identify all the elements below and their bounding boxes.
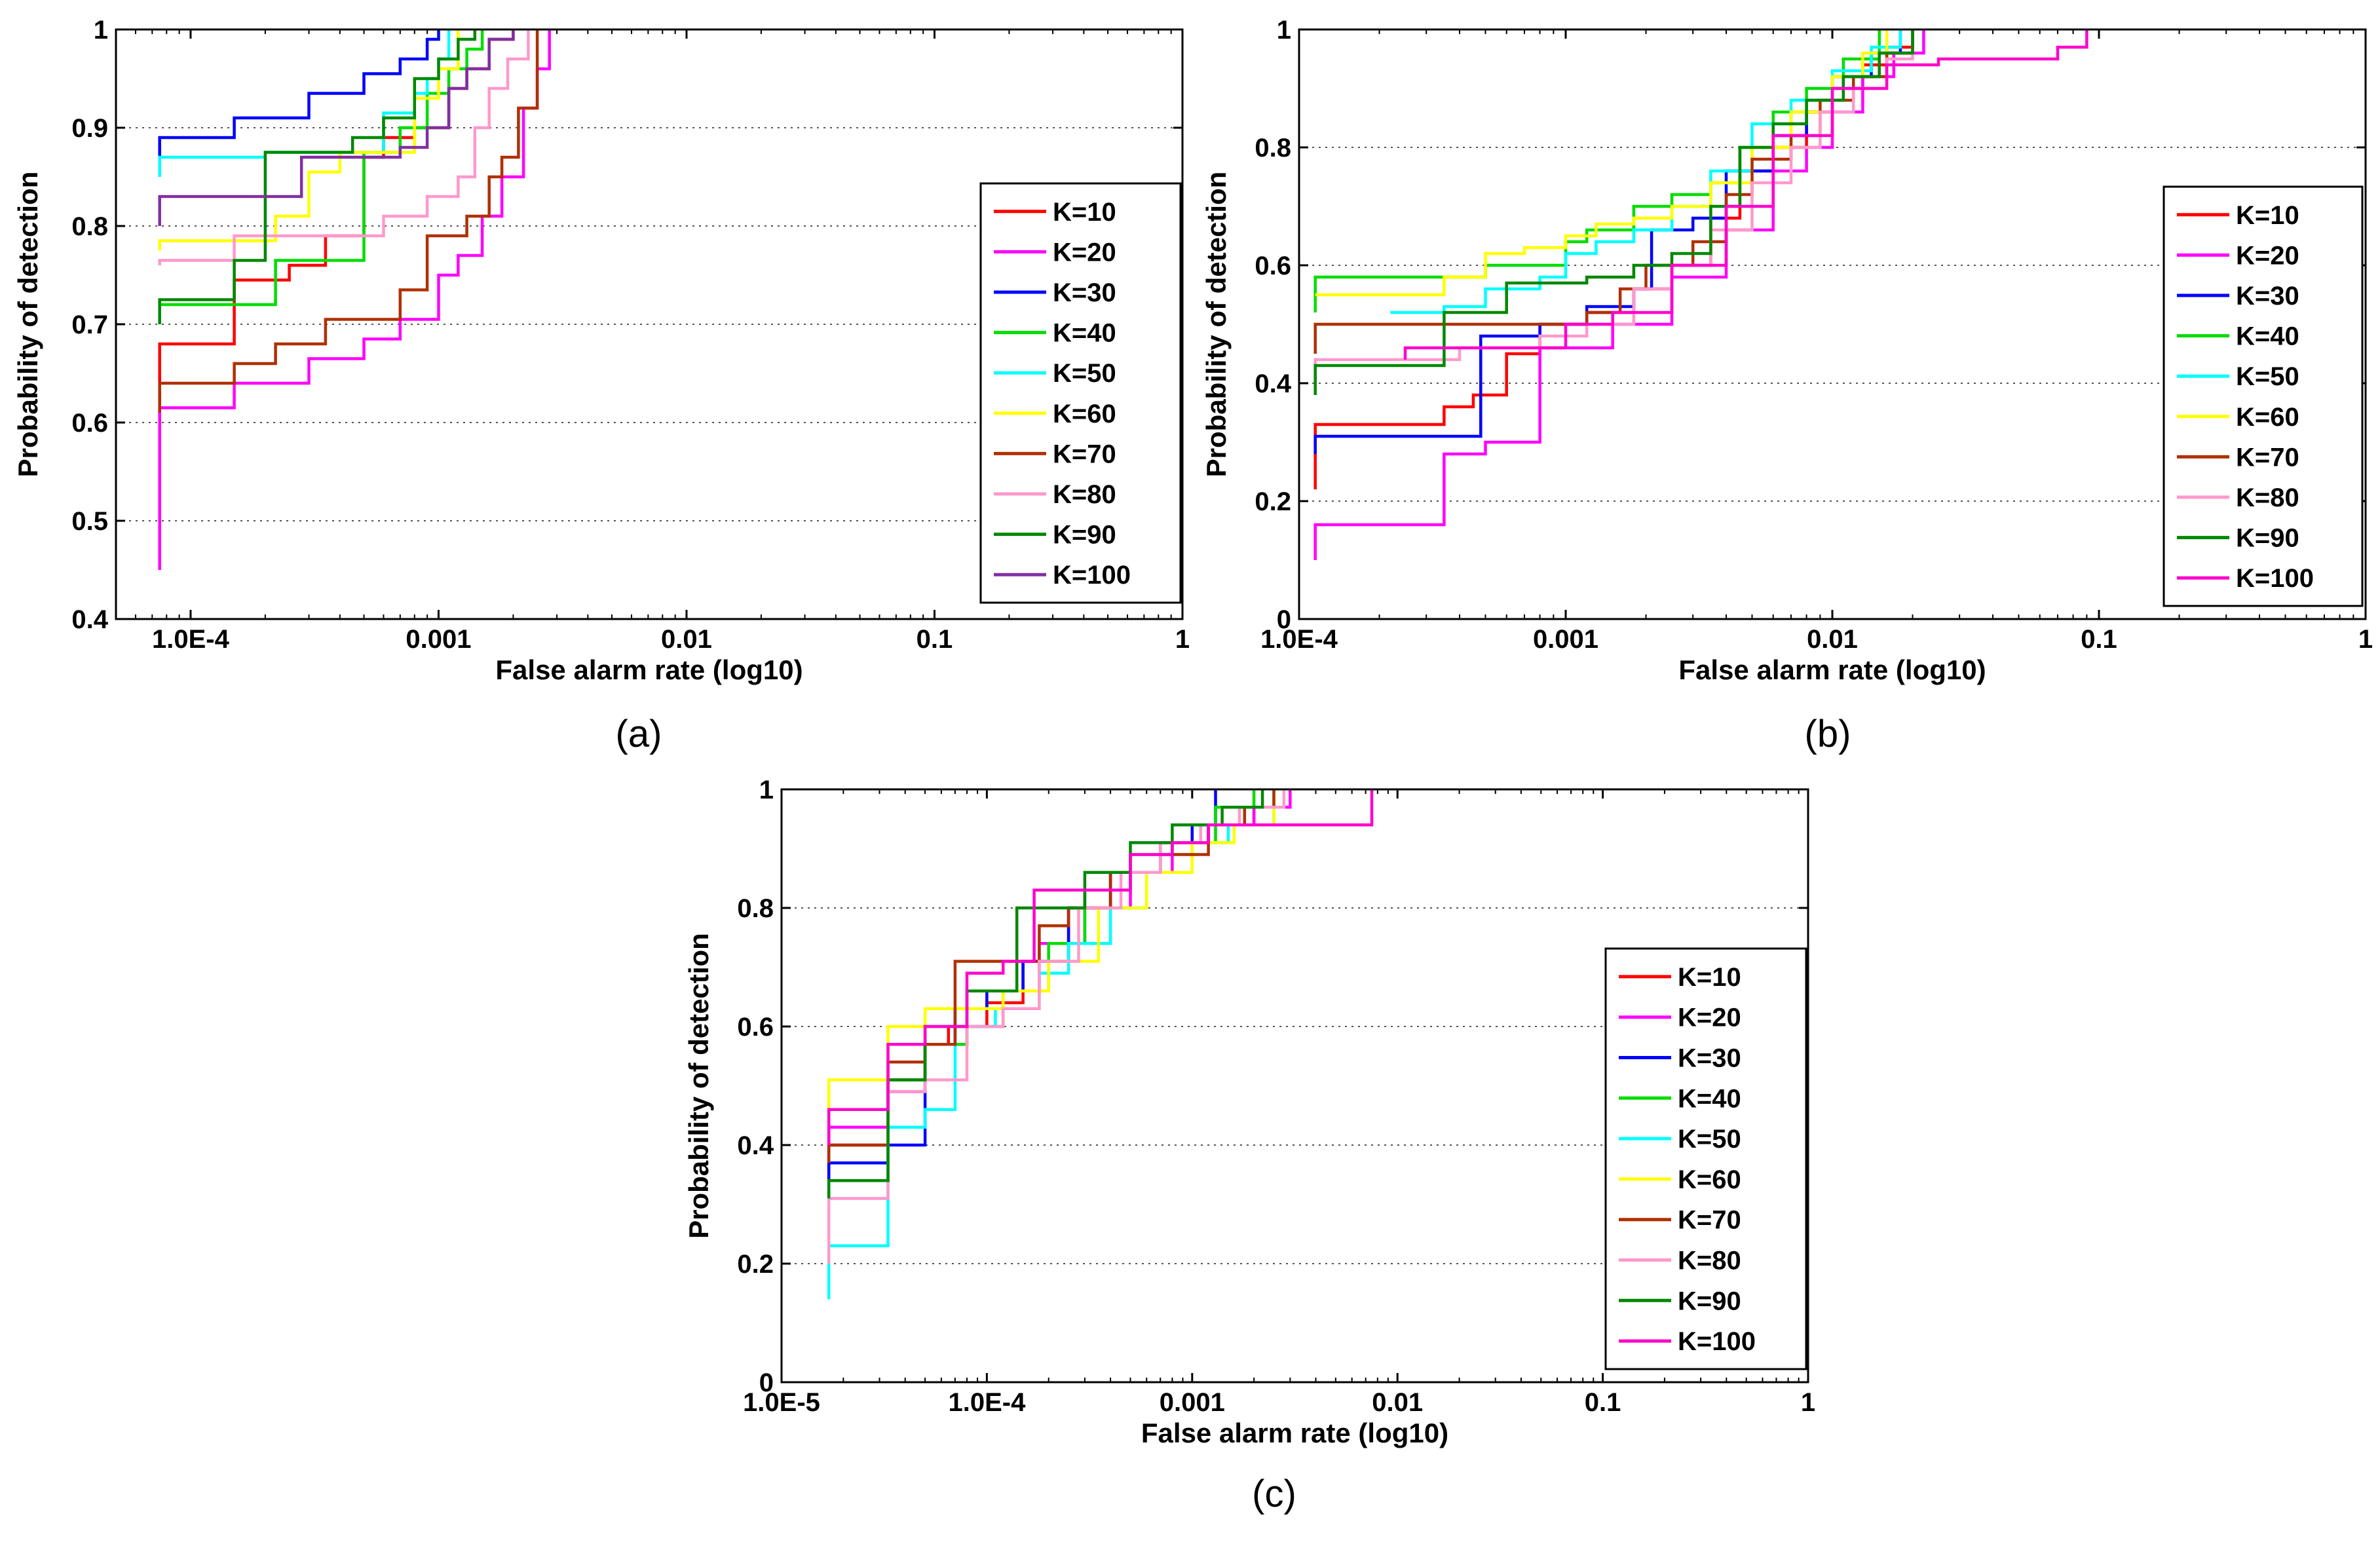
chart-b-ytick-label: 0 xyxy=(1277,605,1291,634)
chart-b-xtick-label: 1 xyxy=(2358,625,2373,654)
chart-a-ytick-label: 0.6 xyxy=(71,409,108,438)
chart-a-legend-label: K=20 xyxy=(1053,238,1116,267)
chart-c-legend-label: K=30 xyxy=(1678,1044,1741,1073)
chart-b-legend-label: K=100 xyxy=(2236,564,2314,593)
chart-a-xtick-label: 1 xyxy=(1175,625,1190,654)
chart-b-xtick-label: 0.01 xyxy=(1807,625,1858,654)
chart-b-legend-label: K=10 xyxy=(2236,201,2299,230)
chart-a-series-k90 xyxy=(158,29,477,324)
chart-b-xtick-label: 0.001 xyxy=(1533,625,1598,654)
chart-b-ytick-label: 0.8 xyxy=(1255,134,1291,162)
chart-a-legend: K=10 K=20 K=30 K=40 K=50 K=60 K=70 K=80 K=90 K=10… xyxy=(979,182,1182,604)
chart-b-legend-label: K=80 xyxy=(2236,483,2299,512)
chart-a-legend-label: K=50 xyxy=(1053,359,1116,388)
chart-a-legend-label: K=60 xyxy=(1053,400,1116,428)
chart-a-axes-box xyxy=(115,28,1184,620)
chart-c-ytick-label: 1 xyxy=(759,776,774,804)
chart-c-xtick-label: 0.1 xyxy=(1585,1388,1621,1417)
chart-a-legend-label: K=40 xyxy=(1053,319,1116,348)
chart-c-xtick-label: 1.0E-5 xyxy=(743,1388,820,1417)
chart-a-ytick-label: 0.8 xyxy=(71,212,108,241)
chart-c-legend-label: K=70 xyxy=(1678,1206,1741,1235)
chart-b-legend-label: K=70 xyxy=(2236,443,2299,472)
chart-a-series-k70 xyxy=(158,29,539,413)
chart-a: 0.4 0.5 0.6 0.7 0.8 0.9 1 1.0E-4 0.001 0.01 0.1 1 Fa… xyxy=(12,16,1190,755)
chart-c-ytick-label: 0.6 xyxy=(737,1013,774,1042)
chart-c-legend-label: K=90 xyxy=(1678,1287,1741,1315)
chart-a-legend-label: K=10 xyxy=(1053,198,1116,227)
chart-b-axes-box xyxy=(1298,28,2367,620)
chart-b-xtick-label: 1.0E-4 xyxy=(1260,625,1338,654)
chart-c-xtick-label: 0.01 xyxy=(1372,1388,1423,1417)
chart-c-legend-label: K=60 xyxy=(1678,1165,1741,1194)
chart-a-ytick-label: 0.4 xyxy=(71,605,108,634)
chart-c-xlabel: False alarm rate (log10) xyxy=(1141,1418,1448,1448)
chart-a-legend-label: K=70 xyxy=(1053,440,1116,468)
chart-a-legend-label: K=100 xyxy=(1053,561,1131,590)
chart-b: 0 0.2 0.4 0.6 0.8 1 1.0E-4 0.001 0.01 0.1 1 False a… xyxy=(1201,16,2373,755)
chart-a-ytick-label: 0.9 xyxy=(71,114,108,143)
chart-b-ytick-label: 0.2 xyxy=(1255,487,1291,516)
chart-c-legend-label: K=100 xyxy=(1678,1327,1756,1356)
chart-b-legend-label: K=20 xyxy=(2236,241,2299,270)
chart-b-legend: K=10 K=20 K=30 K=40 K=50 K=60 K=70 K=80 K=90 K=10… xyxy=(2163,185,2364,607)
chart-b-legend-label: K=90 xyxy=(2236,524,2299,553)
chart-c-legend-label: K=10 xyxy=(1678,963,1741,992)
chart-c-series-k90 xyxy=(827,789,1264,1199)
chart-c-ytick-label: 0 xyxy=(759,1368,774,1397)
chart-b-ylabel: Probability of detection xyxy=(1201,172,1232,478)
chart-c-legend-label: K=80 xyxy=(1678,1247,1741,1275)
chart-b-series-k100 xyxy=(1403,29,2088,360)
chart-c-xtick-label: 1 xyxy=(1801,1388,1815,1417)
chart-a-xtick-label: 0.01 xyxy=(661,625,712,654)
chart-c-ytick-label: 0.4 xyxy=(737,1131,774,1160)
chart-c-legend-label: K=40 xyxy=(1678,1084,1741,1113)
chart-a-panel-label: (a) xyxy=(616,713,662,755)
chart-c-series-k100 xyxy=(827,789,1374,1145)
chart-a-xlabel: False alarm rate (log10) xyxy=(495,654,803,685)
chart-c-xtick-label: 1.0E-4 xyxy=(948,1388,1026,1417)
chart-a-series-k30 xyxy=(158,29,440,157)
chart-a-legend-label: K=30 xyxy=(1053,278,1116,307)
chart-c-legend-label: K=50 xyxy=(1678,1125,1741,1154)
chart-c-ytick-label: 0.2 xyxy=(737,1250,774,1279)
chart-b-xtick-label: 0.1 xyxy=(2081,625,2117,654)
chart-b-panel-label: (b) xyxy=(1805,713,1851,755)
chart-b-ytick-label: 0.6 xyxy=(1255,252,1291,280)
chart-b-legend-label: K=60 xyxy=(2236,403,2299,432)
chart-b-legend-label: K=40 xyxy=(2236,322,2299,351)
chart-c-panel-label: (c) xyxy=(1252,1473,1296,1515)
chart-a-xtick-label: 0.1 xyxy=(916,625,953,654)
chart-b-series-k40 xyxy=(1313,29,1881,312)
chart-c-legend: K=10 K=20 K=30 K=40 K=50 K=60 K=70 K=80 K=90 K=10… xyxy=(1604,947,1807,1370)
chart-b-series-k90 xyxy=(1313,29,1914,395)
chart-a-series-k80 xyxy=(158,29,530,265)
chart-c: 0 0.2 0.4 0.6 0.8 1 1.0E-5 1.0E-4 0.001 0.01 0.1 1 F… xyxy=(683,776,1815,1515)
chart-b-legend-label: K=50 xyxy=(2236,362,2299,391)
chart-c-ytick-label: 0.8 xyxy=(737,894,774,923)
chart-a-ytick-label: 0.7 xyxy=(71,311,108,339)
chart-a-ylabel: Probability of detection xyxy=(12,172,43,478)
chart-a-ytick-label: 0.5 xyxy=(71,507,108,536)
chart-b-legend-label: K=30 xyxy=(2236,282,2299,311)
chart-a-ytick-label: 1 xyxy=(94,16,108,45)
chart-c-axes-box xyxy=(780,788,1809,1384)
chart-a-xtick-label: 1.0E-4 xyxy=(152,625,230,654)
chart-b-ytick-label: 1 xyxy=(1277,16,1291,45)
chart-b-xlabel: False alarm rate (log10) xyxy=(1678,654,1986,685)
chart-a-xtick-label: 0.001 xyxy=(406,625,471,654)
chart-a-series-k100 xyxy=(158,29,515,226)
chart-c-ylabel: Probability of detection xyxy=(683,933,714,1239)
chart-a-legend-label: K=90 xyxy=(1053,521,1116,550)
chart-c-xtick-label: 0.001 xyxy=(1160,1388,1225,1417)
chart-b-ytick-label: 0.4 xyxy=(1255,369,1291,398)
chart-c-legend-label: K=20 xyxy=(1678,1004,1741,1032)
chart-a-legend-label: K=80 xyxy=(1053,480,1116,509)
